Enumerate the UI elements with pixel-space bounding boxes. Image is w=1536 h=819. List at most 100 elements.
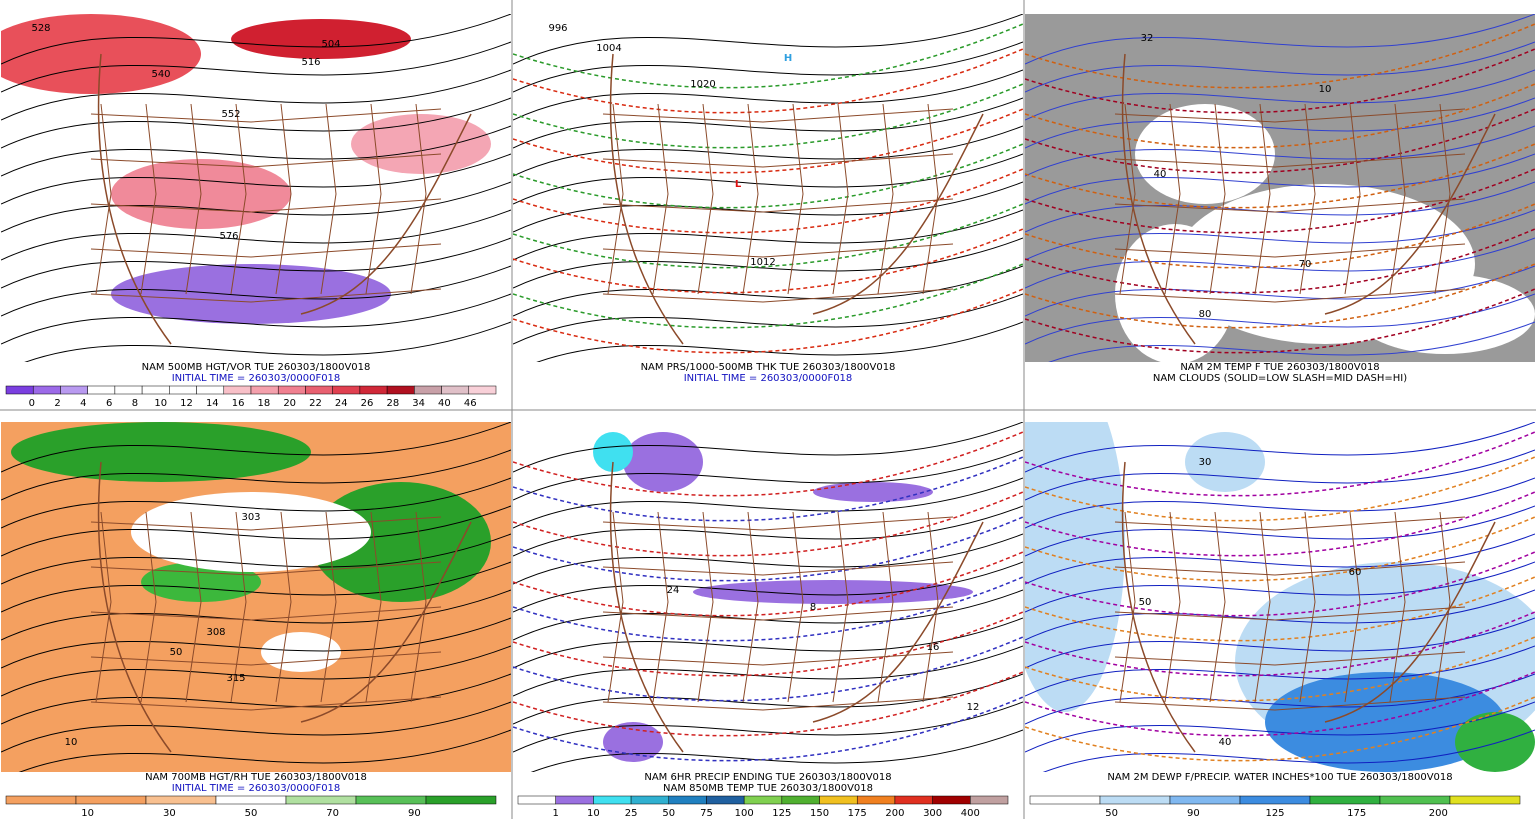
border <box>185 103 202 295</box>
colorbar-segment <box>223 385 252 395</box>
border <box>275 511 292 703</box>
caption: NAM 700MB HGT/RH TUE 260303/1800V018 <box>145 772 367 783</box>
colorbar-label: 90 <box>1187 808 1200 819</box>
contour <box>1025 645 1535 697</box>
border <box>787 511 804 703</box>
border <box>140 511 157 703</box>
colorbar-label: 0 <box>29 398 35 409</box>
border <box>1114 288 1466 303</box>
border <box>1389 511 1406 703</box>
map-label: 576 <box>219 231 238 242</box>
colorbar-segment <box>517 795 556 805</box>
contour <box>1 561 511 613</box>
contour-dashed <box>1025 203 1535 269</box>
border <box>365 103 382 295</box>
contour <box>513 645 1023 697</box>
colorbar-label: 70 <box>326 808 339 819</box>
colorbar-label: 18 <box>258 398 271 409</box>
contour-dashed <box>513 576 1023 642</box>
colorbar-label: 26 <box>361 398 374 409</box>
shaded-area <box>593 432 633 472</box>
contour-dashed <box>1025 671 1535 737</box>
colorbar-segment <box>441 385 470 395</box>
contour-dashed <box>513 551 1023 617</box>
contour-dashed <box>1025 288 1535 354</box>
colorbar-segment <box>668 795 707 805</box>
caption: NAM 2M DEWP F/PRECIP. WATER INCHES*100 T… <box>1107 772 1452 783</box>
border <box>1114 108 1466 123</box>
map-label: 32 <box>1141 33 1154 44</box>
map-label: 1012 <box>750 257 775 268</box>
border <box>1114 561 1466 576</box>
colorbar-label: 6 <box>106 398 112 409</box>
contour <box>530 729 1023 772</box>
border <box>90 243 442 258</box>
border <box>1114 153 1466 168</box>
map: 32 40 70 80 10 <box>1025 14 1535 362</box>
colorbar-segment <box>196 385 225 395</box>
caption: NAM 2M TEMP F TUE 260303/1800V018 <box>1180 362 1379 373</box>
border <box>1114 243 1466 258</box>
border <box>90 108 442 123</box>
colorbar-segment <box>169 385 197 395</box>
panel: 32 40 70 80 10 NAM 2M TEMP F TUE 260303/1800V… <box>1025 14 1535 384</box>
contour-dashed <box>1025 516 1535 582</box>
contour <box>1025 701 1535 753</box>
map-label: 10 <box>1319 84 1332 95</box>
contour <box>513 153 1023 205</box>
colorbar-segment <box>743 795 783 805</box>
colorbar-segment <box>781 795 820 805</box>
contour <box>1 533 511 585</box>
border <box>90 696 442 711</box>
contour-dashed <box>1025 48 1535 114</box>
colorbar-segment <box>425 795 497 805</box>
colorbar-segment <box>1449 795 1521 805</box>
contour <box>513 41 1023 93</box>
border <box>1344 103 1361 295</box>
border <box>185 511 202 703</box>
colorbar-label: 50 <box>245 808 258 819</box>
colorbar-segment <box>145 795 217 805</box>
colorbar-segment <box>359 385 388 395</box>
colorbar-segment <box>277 385 306 395</box>
contour <box>513 617 1023 669</box>
coastline <box>1121 53 1496 345</box>
contour <box>1025 449 1535 501</box>
border <box>90 153 442 168</box>
border <box>1299 511 1316 703</box>
map-label: 80 <box>1199 309 1212 320</box>
border <box>602 108 954 123</box>
colorbar-segment <box>114 385 143 395</box>
contour <box>1 14 511 65</box>
colorbar-label: 16 <box>232 398 245 409</box>
border <box>877 511 894 703</box>
shaded-area <box>813 482 933 502</box>
contour <box>1025 41 1535 93</box>
colorbar-label: 1 <box>553 808 559 819</box>
map-label: 50 <box>1139 597 1152 608</box>
colorbar-label: 12 <box>180 398 193 409</box>
contour <box>1025 422 1535 473</box>
contour-dashed <box>1025 23 1535 89</box>
colorbar-segment <box>555 795 594 805</box>
contour-dashed <box>513 516 1023 582</box>
border <box>1344 511 1361 703</box>
contour-dashed <box>513 48 1023 114</box>
colorbar-label: 125 <box>772 808 791 819</box>
map-label: 60 <box>1349 567 1362 578</box>
colorbar-segment <box>970 795 1009 805</box>
contour-dashed <box>513 696 1023 762</box>
border <box>140 103 157 295</box>
contour-dashed <box>1025 83 1535 149</box>
colorbar-label: 200 <box>1429 808 1448 819</box>
border <box>90 651 442 666</box>
border <box>95 103 112 295</box>
border <box>1389 103 1406 295</box>
caption: NAM 850MB TEMP TUE 260303/1800V018 <box>663 783 873 794</box>
contour <box>513 477 1023 529</box>
caption: NAM 6HR PRECIP ENDING TUE 260303/1800V01… <box>644 772 891 783</box>
contour <box>1 477 511 529</box>
border <box>1119 103 1136 295</box>
map-label: 16 <box>927 642 940 653</box>
